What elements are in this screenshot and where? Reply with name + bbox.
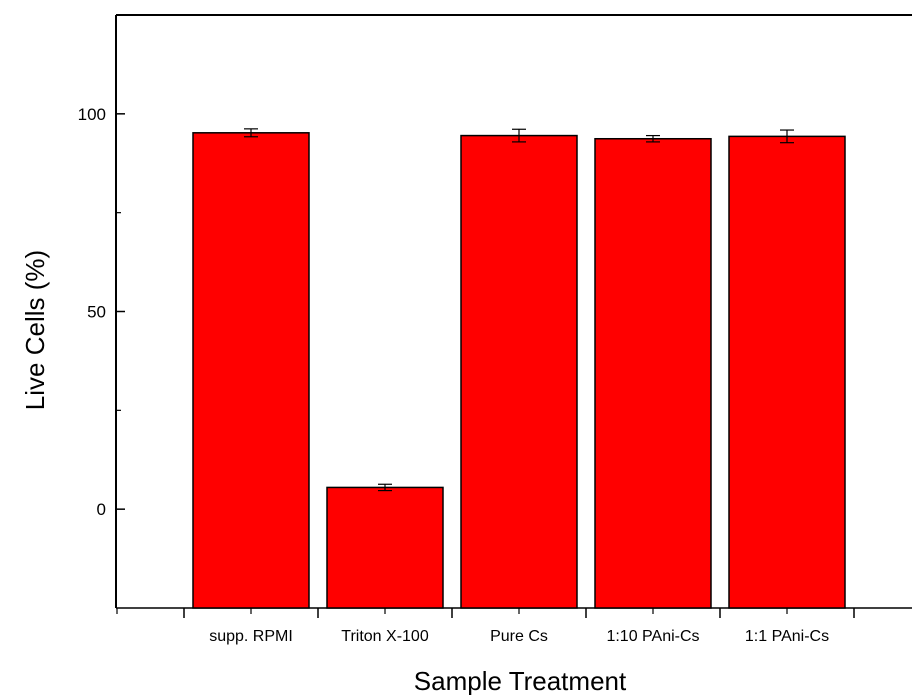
y-tick-label: 50 <box>87 303 106 322</box>
category-label: supp. RPMI <box>209 628 293 645</box>
y-tick-label: 0 <box>97 500 106 519</box>
bar <box>326 486 444 609</box>
bar <box>728 135 846 609</box>
category-labels: supp. RPMI Triton X-100 Pure Cs 1:10 PAni-C… <box>209 628 829 645</box>
bar <box>192 132 310 609</box>
category-label: 1:10 PAni-Cs <box>606 628 699 645</box>
category-label: Triton X-100 <box>341 628 429 645</box>
y-axis-ticks: 0 50 100 <box>78 105 125 519</box>
x-axis-ticks <box>116 608 855 618</box>
x-axis-title: Sample Treatment <box>414 666 627 695</box>
bar <box>594 137 712 609</box>
category-label: 1:1 PAni-Cs <box>745 628 829 645</box>
category-label: Pure Cs <box>490 628 548 645</box>
bars <box>192 132 846 609</box>
y-axis-title: Live Cells (%) <box>20 250 50 410</box>
bar <box>460 134 578 609</box>
y-tick-label: 100 <box>78 105 106 124</box>
error-bars <box>244 128 794 492</box>
